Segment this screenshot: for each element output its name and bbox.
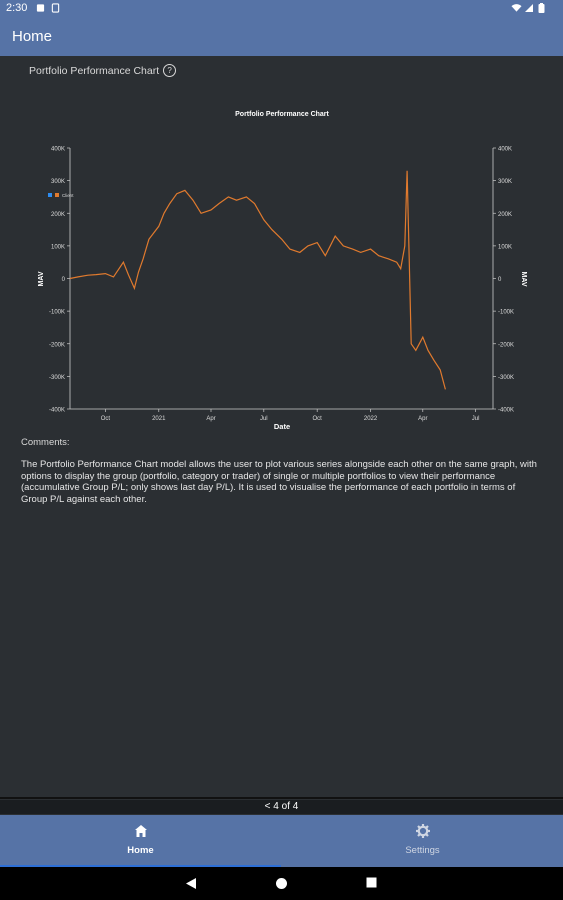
pager[interactable]: < 4 of 4 [0, 800, 563, 814]
x-tick-label: Apr [418, 416, 427, 422]
y-tick-label-right: -300K [498, 375, 514, 381]
nav-item-label-settings: Settings [405, 845, 440, 856]
y-axis-label-right: MAV [520, 271, 527, 286]
y-tick-label-left: -100K [49, 310, 65, 316]
system-navigation-bar [0, 867, 563, 900]
battery-icon [538, 3, 545, 13]
comments-text: The Portfolio Performance Chart model al… [21, 459, 537, 505]
nav-item-settings[interactable]: Settings [282, 815, 563, 867]
wifi-icon [511, 4, 522, 12]
y-tick-label-left: 200K [51, 212, 65, 218]
x-tick-label: 2021 [152, 416, 166, 422]
x-tick-label: 2022 [364, 416, 378, 422]
comments-label: Comments: [21, 437, 70, 448]
status-time: 2:30 [6, 2, 28, 14]
y-tick-label-right: -100K [498, 310, 514, 316]
y-tick-label-right: 400K [498, 147, 512, 153]
y-tick-label-left: 100K [51, 244, 65, 250]
bottom-navigation: Home Settings [0, 815, 563, 867]
x-tick-label: Jul [472, 416, 480, 422]
y-tick-label-right: 300K [498, 179, 512, 185]
home-button-icon[interactable] [275, 877, 288, 890]
section-title: Portfolio Performance Chart [29, 64, 160, 77]
notification-icon [36, 4, 45, 12]
back-icon[interactable] [185, 877, 197, 890]
legend-swatch [55, 193, 59, 197]
y-tick-label-left: -200K [49, 342, 65, 348]
legend-checkbox[interactable] [48, 193, 52, 197]
sim-icon [51, 3, 60, 13]
y-tick-label-left: -300K [49, 375, 65, 381]
y-tick-label-right: 200K [498, 212, 512, 218]
recents-icon[interactable] [366, 877, 377, 888]
y-tick-label-right: 100K [498, 244, 512, 250]
y-tick-label-right: 0 [498, 277, 502, 283]
y-tick-label-left: 400K [51, 147, 65, 153]
nav-item-label-home: Home [127, 845, 154, 856]
chart-axes [69, 148, 494, 410]
y-tick-label-right: -200K [498, 342, 514, 348]
page-title: Home [12, 28, 53, 45]
x-tick-label: Oct [313, 416, 323, 422]
gear-icon [415, 824, 430, 838]
x-tick-label: Apr [206, 416, 215, 422]
nav-item-home[interactable]: Home [0, 815, 281, 867]
series-line-client [69, 170, 446, 390]
chart-ticks: 400K 400K 300K 300K 200K 200K 100K 100K 0 0 -100K -… [49, 147, 514, 423]
chart-title: Portfolio Performance Chart [235, 111, 329, 118]
chart-section-header: Portfolio Performance Chart ? [29, 64, 177, 77]
chart-legend: Client [48, 193, 74, 198]
legend-entry: Client [62, 193, 74, 198]
y-tick-label-left: -400K [49, 408, 65, 414]
y-tick-label-right: -400K [498, 408, 514, 414]
status-bar: 2:30 [0, 0, 563, 16]
signal-icon [525, 4, 533, 12]
x-tick-label: Oct [101, 416, 111, 422]
pager-divider [0, 797, 563, 799]
y-tick-label-left: 300K [51, 179, 65, 185]
help-icon[interactable]: ? [163, 64, 177, 77]
active-tab-indicator [0, 865, 281, 867]
x-axis-label: Date [274, 422, 290, 431]
y-axis-label-left: MAV [38, 271, 45, 286]
y-tick-label-left: 0 [62, 277, 66, 283]
home-icon [134, 825, 147, 837]
portfolio-performance-chart: Portfolio Performance Chart 400K 400K 300K… [38, 111, 527, 431]
x-tick-label: Jul [260, 416, 268, 422]
app-bar: Home [0, 16, 563, 56]
